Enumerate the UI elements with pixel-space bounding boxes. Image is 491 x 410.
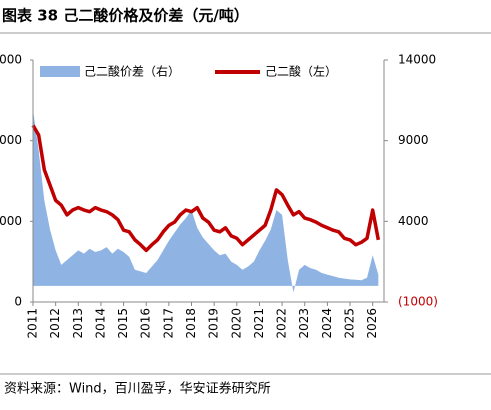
x-tick-label: 2011 bbox=[26, 308, 40, 339]
x-tick-label: 2025 bbox=[343, 308, 357, 339]
chart-title: 图表 38 己二酸价格及价差（元/吨） bbox=[2, 7, 249, 25]
y2-tick-label: 14000 bbox=[398, 53, 436, 67]
x-tick-label: 2022 bbox=[275, 308, 289, 339]
x-tick-label: 2016 bbox=[139, 308, 153, 339]
x-tick-label: 2024 bbox=[320, 308, 334, 339]
y2-tick-label: (1000) bbox=[398, 295, 438, 309]
price-line bbox=[31, 124, 381, 253]
x-tick-label: 2026 bbox=[365, 308, 379, 339]
y-tick-label: 0 bbox=[14, 295, 22, 309]
legend-swatch bbox=[40, 66, 80, 77]
y-tick-label: 20000 bbox=[0, 133, 22, 147]
y2-tick-label: 4000 bbox=[398, 214, 429, 228]
y2-tick-label: 9000 bbox=[398, 133, 429, 147]
x-tick-label: 2014 bbox=[93, 308, 107, 339]
spread-area bbox=[33, 110, 379, 293]
x-tick-label: 2015 bbox=[116, 308, 130, 339]
x-tick-label: 2020 bbox=[229, 308, 243, 339]
x-tick-label: 2019 bbox=[207, 308, 221, 339]
x-tick-label: 2018 bbox=[184, 308, 198, 339]
y-tick-label: 10000 bbox=[0, 214, 22, 228]
x-tick-label: 2012 bbox=[48, 308, 62, 339]
x-tick-label: 2013 bbox=[71, 308, 85, 339]
x-tick-label: 2021 bbox=[252, 308, 266, 339]
x-tick-label: 2017 bbox=[161, 308, 175, 339]
y-tick-label: 30000 bbox=[0, 53, 22, 67]
source-note: 资料来源：Wind，百川盈孚，华安证券研究所 bbox=[4, 381, 271, 397]
legend-label: 己二酸价差（右） bbox=[84, 64, 180, 79]
x-tick-label: 2023 bbox=[297, 308, 311, 339]
legend-label: 己二酸（左） bbox=[265, 64, 337, 79]
